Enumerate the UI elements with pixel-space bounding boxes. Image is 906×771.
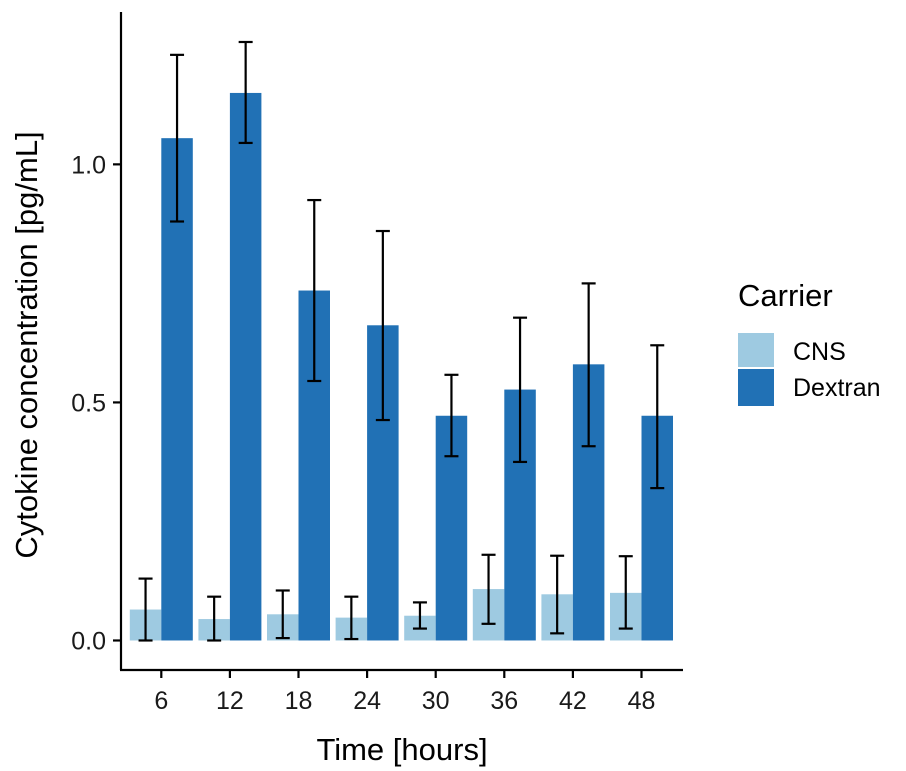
legend-title: Carrier: [738, 278, 833, 313]
error-bar-cns-36: [481, 553, 496, 625]
x-tick-label-24: 24: [353, 687, 381, 715]
y-tick-label-1: 0.5: [71, 389, 106, 417]
x-tick-label-30: 30: [422, 687, 450, 715]
error-bar-cns-42: [550, 554, 565, 635]
error-bar-cns-12: [207, 595, 222, 642]
y-tick-label-0: 0.0: [71, 627, 106, 655]
x-axis-title: Time [hours]: [316, 732, 487, 767]
y-axis-title: Cytokine concentration [pg/mL]: [9, 131, 44, 558]
x-tick-label-36: 36: [490, 687, 518, 715]
error-bar-dextran-30: [444, 373, 459, 458]
x-tick-label-18: 18: [285, 687, 313, 715]
error-bars: [138, 40, 665, 642]
error-bar-dextran-36: [513, 316, 528, 464]
error-bar-dextran-6: [170, 53, 185, 223]
error-bar-dextran-48: [650, 344, 665, 490]
x-tick-label-6: 6: [154, 687, 168, 715]
axes: [119, 12, 683, 672]
error-bar-cns-24: [344, 595, 359, 641]
error-bar-cns-30: [412, 601, 427, 630]
x-ticks: 6 12 18 24 30 36 42 48: [154, 670, 655, 715]
error-bar-cns-18: [275, 589, 290, 640]
legend-key-dextran: [738, 369, 774, 406]
legend: Carrier CNS Dextran: [738, 278, 881, 406]
legend-key-cns: [738, 333, 774, 367]
error-bar-dextran-12: [238, 40, 253, 145]
y-tick-label-2: 1.0: [71, 151, 106, 179]
error-bar-dextran-42: [581, 282, 596, 448]
y-ticks: 0.0 0.5 1.0: [71, 151, 121, 655]
error-bar-cns-6: [138, 577, 153, 642]
bar-dextran-12: [229, 92, 262, 641]
error-bar-dextran-24: [375, 229, 390, 422]
error-bar-dextran-18: [307, 198, 322, 383]
legend-label-cns: CNS: [793, 338, 846, 366]
legend-label-dextran: Dextran: [793, 374, 881, 402]
x-tick-label-48: 48: [628, 687, 656, 715]
bars: [129, 92, 673, 641]
x-tick-label-12: 12: [216, 687, 244, 715]
x-tick-label-42: 42: [559, 687, 587, 715]
error-bar-cns-48: [618, 555, 633, 630]
